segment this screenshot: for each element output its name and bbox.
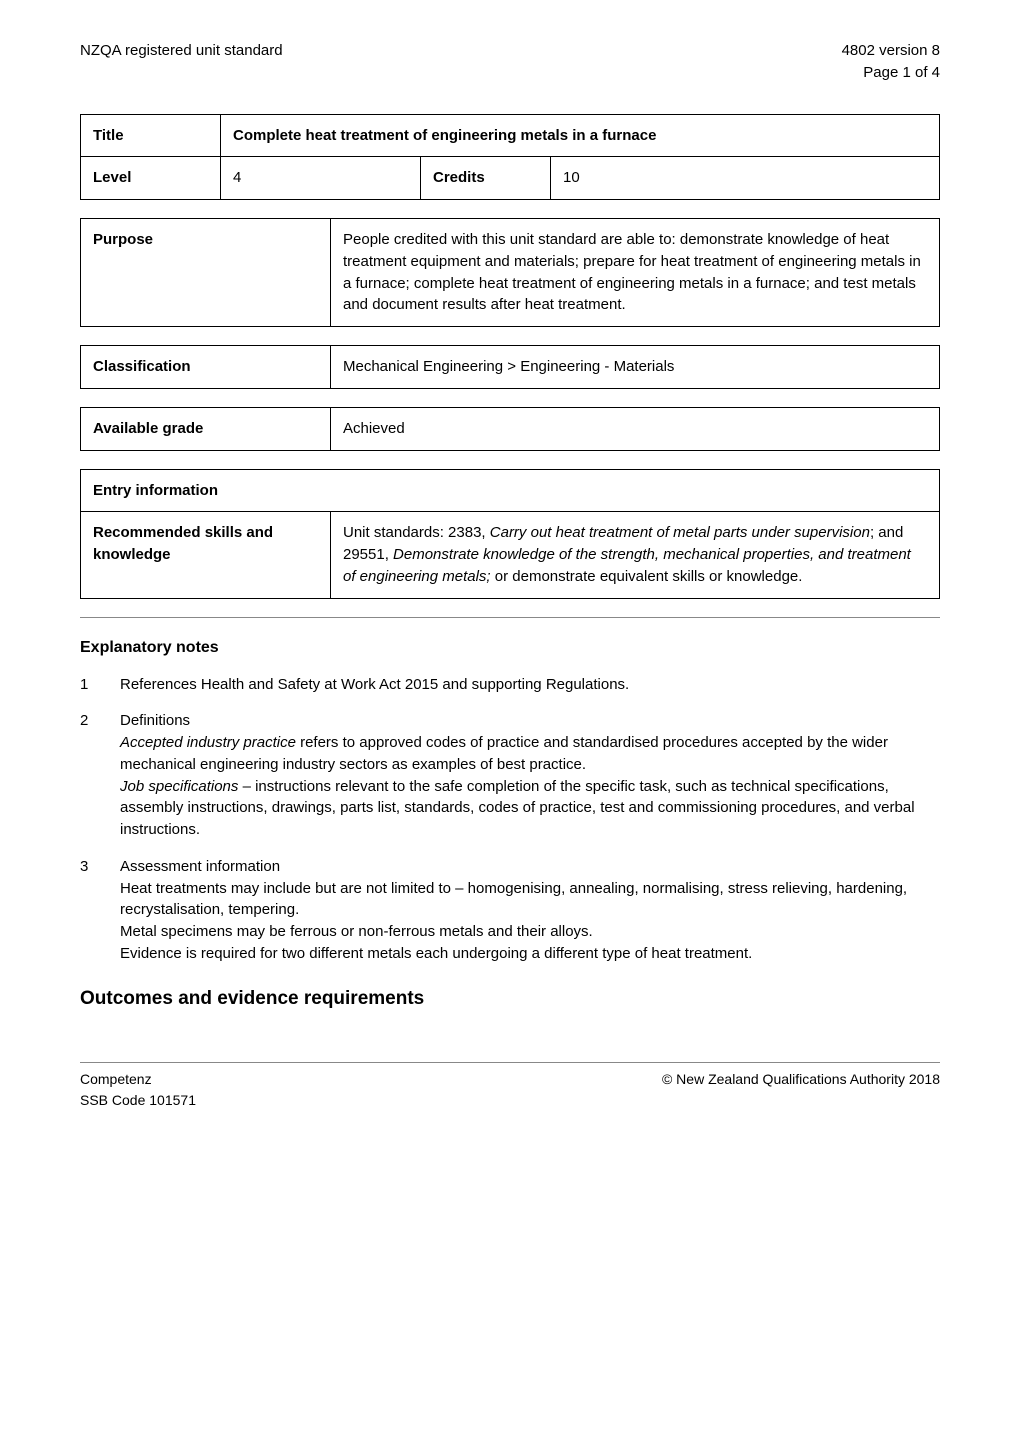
credits-value: 10: [551, 157, 940, 200]
skills-text-3: or demonstrate equivalent skills or know…: [491, 568, 803, 585]
purpose-table: Purpose People credited with this unit s…: [80, 218, 940, 327]
footer-left-line2: SSB Code 101571: [80, 1090, 196, 1110]
header-left: NZQA registered unit standard: [80, 40, 283, 84]
definitions-para1: Accepted industry practice refers to app…: [120, 732, 940, 776]
header-right: 4802 version 8 Page 1 of 4: [842, 40, 940, 84]
explanatory-item-1: 1 References Health and Safety at Work A…: [80, 674, 940, 696]
explanatory-item-2: 2 Definitions Accepted industry practice…: [80, 710, 940, 841]
purpose-label: Purpose: [81, 219, 331, 327]
explanatory-heading: Explanatory notes: [80, 636, 940, 659]
item-content-2: Definitions Accepted industry practice r…: [120, 710, 940, 841]
assessment-heading: Assessment information: [120, 856, 940, 878]
assessment-lines: Heat treatments may include but are not …: [120, 878, 940, 965]
footer-divider: [80, 1062, 940, 1063]
skills-text-1: Unit standards: 2383,: [343, 524, 490, 541]
classification-value: Mechanical Engineering > Engineering - M…: [331, 346, 940, 389]
recommended-skills-label: Recommended skills and knowledge: [81, 512, 331, 598]
available-grade-table: Available grade Achieved: [80, 407, 940, 451]
footer-left-line1: Competenz: [80, 1069, 196, 1089]
definitions-heading: Definitions: [120, 710, 940, 732]
outcomes-heading: Outcomes and evidence requirements: [80, 985, 940, 1013]
item-number-2: 2: [80, 710, 120, 841]
available-grade-value: Achieved: [331, 407, 940, 450]
title-table: Title Complete heat treatment of enginee…: [80, 114, 940, 201]
title-value: Complete heat treatment of engineering m…: [221, 114, 940, 157]
para1-italic: Accepted industry practice: [120, 734, 296, 751]
item-number-3: 3: [80, 856, 120, 965]
classification-table: Classification Mechanical Engineering > …: [80, 345, 940, 389]
entry-info-header: Entry information: [81, 469, 940, 512]
credits-label: Credits: [421, 157, 551, 200]
footer-right: © New Zealand Qualifications Authority 2…: [662, 1069, 940, 1110]
footer-left: Competenz SSB Code 101571: [80, 1069, 196, 1110]
page-header: NZQA registered unit standard 4802 versi…: [80, 40, 940, 84]
para2-rest: – instructions relevant to the safe comp…: [120, 778, 915, 839]
explanatory-item-3: 3 Assessment information Heat treatments…: [80, 856, 940, 965]
classification-label: Classification: [81, 346, 331, 389]
purpose-value: People credited with this unit standard …: [331, 219, 940, 327]
entry-info-table: Entry information Recommended skills and…: [80, 469, 940, 599]
divider: [80, 617, 940, 618]
item-content-3: Assessment information Heat treatments m…: [120, 856, 940, 965]
title-label: Title: [81, 114, 221, 157]
recommended-skills-value: Unit standards: 2383, Carry out heat tre…: [331, 512, 940, 598]
available-grade-label: Available grade: [81, 407, 331, 450]
skills-italic-1: Carry out heat treatment of metal parts …: [490, 524, 870, 541]
header-right-line2: Page 1 of 4: [842, 62, 940, 84]
definitions-para2: Job specifications – instructions releva…: [120, 776, 940, 841]
page-footer: Competenz SSB Code 101571 © New Zealand …: [80, 1069, 940, 1110]
item-number-1: 1: [80, 674, 120, 696]
para2-italic: Job specifications: [120, 778, 238, 795]
header-right-line1: 4802 version 8: [842, 40, 940, 62]
level-value: 4: [221, 157, 421, 200]
level-label: Level: [81, 157, 221, 200]
item-content-1: References Health and Safety at Work Act…: [120, 674, 940, 696]
